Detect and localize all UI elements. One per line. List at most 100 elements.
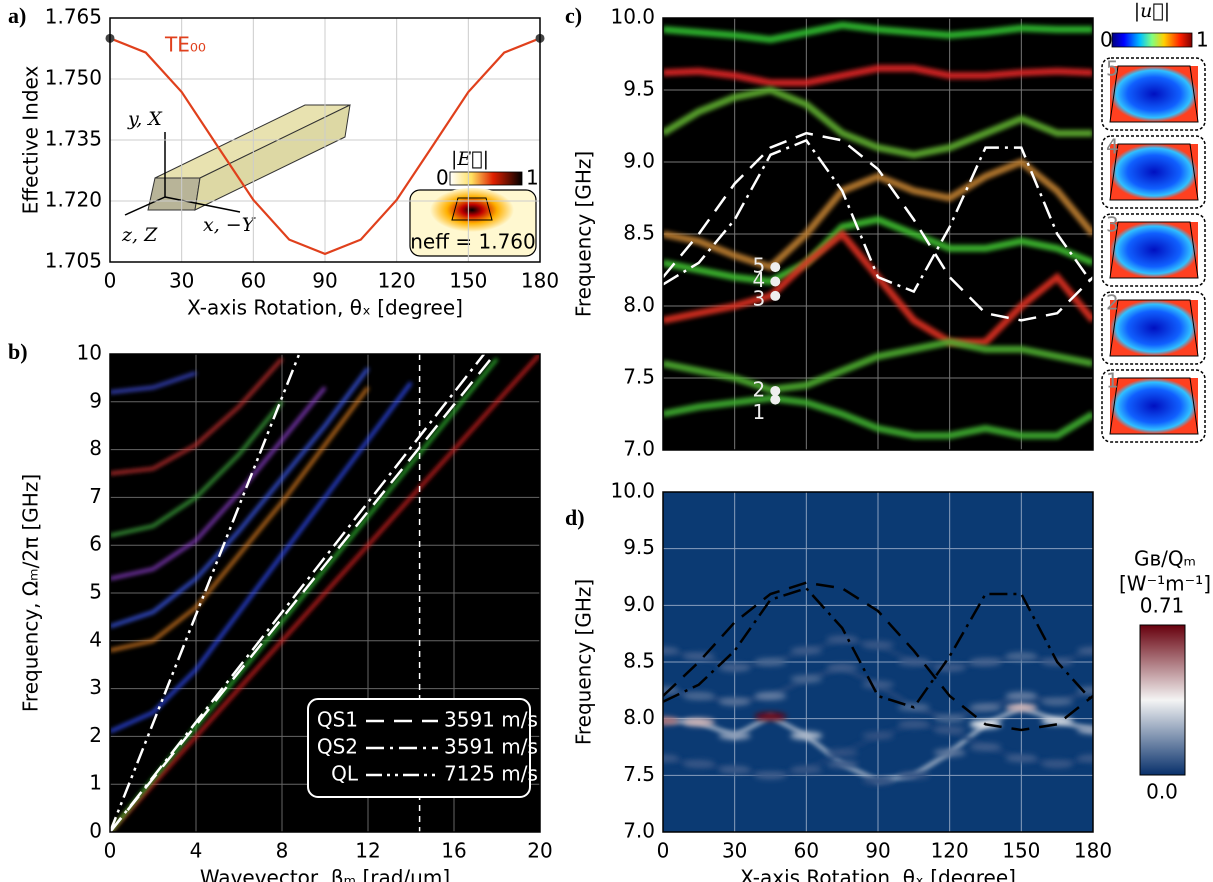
plot-frame: [109, 353, 541, 833]
y-tick-label: 5: [89, 580, 102, 604]
y-tick-label: 7.5: [623, 762, 655, 786]
plot-frame: [662, 491, 1094, 833]
y-tick-label: 9: [89, 388, 102, 412]
y-tick-label: 1.705: [45, 249, 102, 273]
ridge-point: [826, 748, 859, 757]
y-tick-label: 10: [77, 341, 102, 365]
y-tick-label: 8.0: [623, 705, 655, 729]
band-curve: [663, 394, 1093, 440]
colorbar: [1139, 624, 1186, 776]
x-axis-label: X-axis Rotation, θₓ [degree]: [740, 866, 1016, 882]
mode-outline: [1109, 221, 1199, 279]
ridge-point: [862, 731, 894, 740]
ridge-point: [718, 697, 751, 706]
y-tick-label: 9.0: [623, 592, 655, 616]
x-tick-label: 0: [104, 839, 117, 863]
ridge-point: [682, 760, 715, 768]
x-tick-label: 30: [722, 839, 747, 863]
ridge-point: [969, 658, 1002, 666]
series-line: [110, 354, 496, 832]
mode-inset: |E⃗| 0 1 neff = 1.760: [409, 148, 539, 257]
mode-point: [770, 394, 781, 405]
y-tick-label: 1.765: [45, 5, 102, 29]
mode-curve: [110, 386, 327, 581]
legend-box: [307, 698, 531, 798]
y-tick-label: 4: [89, 627, 102, 651]
axis-label-x: x, −Y: [203, 214, 257, 236]
mode-outline: [1109, 377, 1199, 435]
x-tick-label: 30: [169, 269, 194, 293]
y-tick-label: 8.0: [623, 293, 655, 317]
colorbar-tick: 0: [1100, 28, 1113, 52]
x-tick-label: 90: [312, 269, 337, 293]
y-tick-label: 1: [89, 771, 102, 795]
y-axis-label: Effective Index: [19, 66, 43, 215]
panel-label: d): [565, 505, 585, 530]
ridge-point: [663, 646, 679, 655]
colorbar-title: Gʙ/Qₘ: [1134, 547, 1196, 571]
inset-label: 4: [1106, 135, 1119, 159]
mode-outline: [1109, 65, 1199, 123]
mode-point-label: 4: [753, 268, 766, 292]
plot-layer: [110, 354, 540, 832]
ridge-point: [897, 720, 930, 729]
axis-label-z: z, Z: [121, 224, 158, 246]
mode-curve: [110, 381, 413, 733]
ridge-point: [790, 675, 823, 683]
x-axis-label: Wavevector, βₘ [rad/μm]: [200, 866, 450, 882]
inset-label: 2: [1106, 291, 1119, 315]
x-tick-label: 150: [1002, 839, 1040, 863]
y-tick-label: 7: [89, 484, 102, 508]
mode-curve: [110, 357, 284, 475]
y-tick-label: 0: [89, 819, 102, 843]
ridge-point: [826, 760, 859, 768]
x-tick-label: 60: [794, 839, 819, 863]
colorbar-units: [W⁻¹m⁻¹]: [1119, 572, 1211, 596]
x-tick-label: 0: [657, 839, 670, 863]
plot-frame: [662, 17, 1094, 451]
legend-label: 3591 m/s: [444, 735, 538, 759]
ridge-point: [862, 641, 894, 649]
ridge-point: [663, 754, 679, 763]
ridge-point: [862, 680, 894, 689]
series-line: [663, 131, 1093, 322]
inset-label: 3: [1106, 213, 1119, 237]
ridge-point: [862, 777, 894, 785]
y-tick-label: 8: [89, 436, 102, 460]
y-axis-label: Frequency [GHz]: [572, 579, 596, 745]
ridge-point: [1041, 716, 1074, 725]
x-tick-label: 16: [441, 839, 466, 863]
y-tick-label: 9.5: [623, 77, 655, 101]
series-line: [110, 354, 486, 832]
ridge-point: [1077, 646, 1093, 655]
mode-curve: [110, 400, 284, 538]
y-tick-label: 9.5: [623, 535, 655, 559]
colorbar-tick-label: 0.0: [1146, 780, 1178, 804]
mode-outline: [1109, 299, 1199, 357]
y-tick-label: 1.735: [45, 127, 102, 151]
ridge-point: [1041, 697, 1074, 706]
axis-label-y: y, X: [127, 108, 163, 130]
ridge-point: [790, 765, 823, 774]
inset-caption: neff = 1.760: [410, 230, 536, 254]
ridge-point: [969, 703, 1002, 712]
mode-point: [770, 385, 781, 396]
mode-curve: [110, 354, 540, 832]
plot-layer: [663, 18, 1093, 450]
ridge-point: [1005, 703, 1038, 712]
ridge-point: [754, 712, 787, 721]
ridge-point: [682, 718, 715, 727]
x-axis-label: X-axis Rotation, θₓ [degree]: [187, 296, 463, 320]
ridge-point: [718, 731, 751, 740]
ridge-point: [1041, 760, 1074, 768]
legend-name: QS2: [317, 735, 358, 759]
y-tick-label: 7.0: [623, 819, 655, 843]
mode-shape: [1110, 222, 1198, 278]
series-line: [663, 138, 1093, 294]
x-tick-label: 180: [1074, 839, 1112, 863]
ridge-point: [897, 771, 930, 780]
ridge-point: [754, 692, 787, 700]
series-label: TE₀₀: [164, 33, 206, 57]
y-tick-label: 1.750: [45, 66, 102, 90]
